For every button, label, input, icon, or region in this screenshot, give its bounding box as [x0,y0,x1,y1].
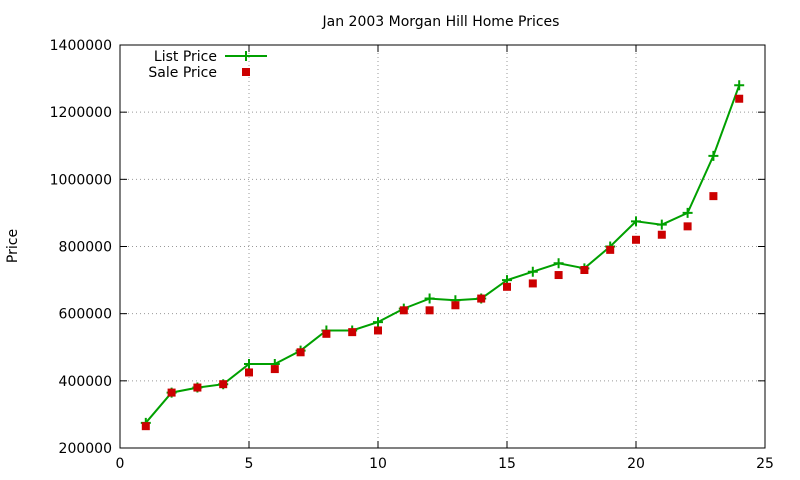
point-sale-price [348,328,357,337]
x-tick-label: 10 [369,456,387,472]
point-list-price [553,258,564,269]
point-sale-price [425,306,434,315]
point-sale-price [632,235,640,244]
point-list-price [682,207,693,218]
point-sale-price [735,94,744,103]
point-sale-price [709,192,718,201]
point-sale-price [683,222,692,231]
legend-marker-sale-price [242,68,250,76]
point-sale-price [580,266,589,275]
point-sale-price [322,329,331,338]
axis-ticks: 0 5 10 15 20 25 200000 400000 600000 800000 100000… [50,38,774,472]
legend-marker-list-price [241,51,251,61]
point-sale-price [245,368,253,377]
chart-title: Jan 2003 Morgan Hill Home Prices [322,14,560,30]
point-list-price [244,359,254,370]
point-list-price [424,293,435,304]
y-axis-label: Price [5,229,21,263]
point-sale-price [399,306,408,315]
y-tick-label: 200000 [59,441,112,457]
point-list-price [708,150,719,161]
point-list-price [656,219,667,230]
y-tick-label: 800000 [59,240,112,256]
x-tick-label: 5 [245,456,254,472]
point-list-price [631,216,641,227]
point-sale-price [270,365,279,374]
point-list-price [373,317,383,328]
point-sale-price [528,279,537,288]
grid [120,45,765,448]
point-sale-price [374,326,382,335]
x-tick-label: 25 [756,456,774,472]
legend-label-sale-price: Sale Price [148,65,217,81]
y-tick-label: 1400000 [50,38,112,54]
y-tick-label: 600000 [59,307,112,323]
point-list-price [527,266,538,277]
point-sale-price [451,301,460,310]
point-sale-price [296,348,305,357]
point-sale-price [219,380,228,389]
point-sale-price [554,271,563,280]
legend: List Price Sale Price [148,49,267,81]
series-line-list-price [145,84,741,424]
point-sale-price [503,282,511,291]
y-tick-label: 400000 [59,374,112,390]
x-tick-label: 0 [116,456,125,472]
y-tick-label: 1000000 [50,172,112,188]
point-sale-price [657,230,666,239]
series [140,80,745,431]
y-tick-label: 1200000 [50,105,112,121]
x-tick-label: 20 [627,456,645,472]
point-sale-price [141,422,150,431]
point-sale-price [606,245,615,254]
point-list-price [734,80,745,91]
point-sale-price [477,294,486,303]
x-tick-label: 15 [498,456,516,472]
point-sale-price [167,388,176,397]
legend-label-list-price: List Price [154,49,217,65]
point-sale-price [193,383,202,392]
